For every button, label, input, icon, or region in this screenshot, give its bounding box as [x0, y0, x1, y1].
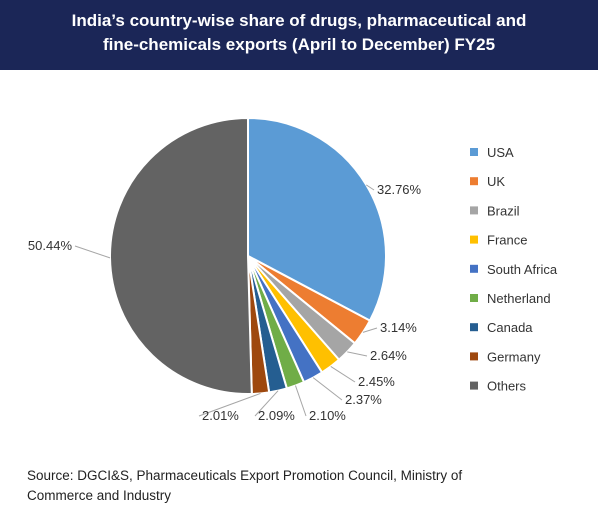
legend-swatch-uk — [470, 177, 478, 186]
legend-swatch-brazil — [470, 206, 478, 215]
leader-line-france — [330, 366, 356, 383]
legend-label-south-africa: South Africa — [487, 262, 558, 277]
leader-line-germany — [198, 392, 261, 417]
leader-line-south-africa — [312, 377, 343, 401]
data-label-south-africa: 2.37% — [345, 392, 382, 407]
legend-label-others: Others — [487, 379, 527, 394]
data-label-canada: 2.09% — [258, 408, 295, 423]
leader-line-canada — [254, 390, 279, 417]
pie-slice-others — [109, 116, 253, 395]
data-label-germany: 2.01% — [202, 408, 239, 423]
data-labels: 32.76% 3.14% 2.64% 2.45% 2.37%2.10% 2.09% 2.01… — [28, 182, 422, 423]
legend-label-france: France — [487, 233, 527, 248]
data-label-brazil: 2.64% — [370, 348, 407, 363]
legend-swatch-germany — [470, 352, 478, 361]
leader-line-usa — [365, 184, 375, 191]
leader-line-others — [74, 245, 111, 259]
data-label-others: 50.44% — [28, 238, 73, 253]
title-banner: India’s country-wise share of drugs, pha… — [0, 0, 598, 70]
leader-line-brazil — [347, 351, 368, 357]
legend-swatch-france — [470, 235, 478, 244]
legend-label-netherland: Netherland — [487, 291, 551, 306]
legend-label-usa: USA — [487, 145, 514, 160]
pie-chart: 32.76% 3.14% 2.64% 2.45% 2.37%2.10% 2.09% 2.01… — [28, 116, 558, 423]
data-label-france: 2.45% — [358, 374, 395, 389]
legend-label-germany: Germany — [487, 349, 541, 364]
source-note: Source: DGCI&S, Pharmaceuticals Export P… — [27, 466, 587, 506]
leader-line-netherland — [295, 385, 307, 417]
legend-swatch-others — [470, 381, 478, 390]
leader-lines — [74, 184, 378, 417]
source-line-2: Commerce and Industry — [27, 488, 172, 503]
source-line-1: Source: DGCI&S, Pharmaceuticals Export P… — [27, 468, 463, 483]
legend-label-brazil: Brazil — [487, 203, 520, 218]
data-label-usa: 32.76% — [377, 182, 422, 197]
legend-label-canada: Canada — [487, 320, 533, 335]
leader-line-uk — [362, 327, 378, 333]
legend-swatch-canada — [470, 323, 478, 332]
legend-swatch-usa — [470, 148, 478, 156]
data-label-uk: 3.14% — [380, 320, 417, 335]
chart-title-line-1: India’s country-wise share of drugs, pha… — [71, 11, 527, 30]
pie-slices — [109, 116, 387, 395]
legend-label-uk: UK — [487, 174, 505, 189]
legend-swatch-netherland — [470, 294, 478, 302]
legend: USA UK Brazil France South Africa Netherland C… — [470, 145, 558, 394]
chart-title-line-2: fine-chemicals exports (April to Decembe… — [102, 35, 496, 54]
legend-swatch-south-africa — [470, 264, 478, 273]
data-label-netherland: 2.10% — [309, 408, 346, 423]
